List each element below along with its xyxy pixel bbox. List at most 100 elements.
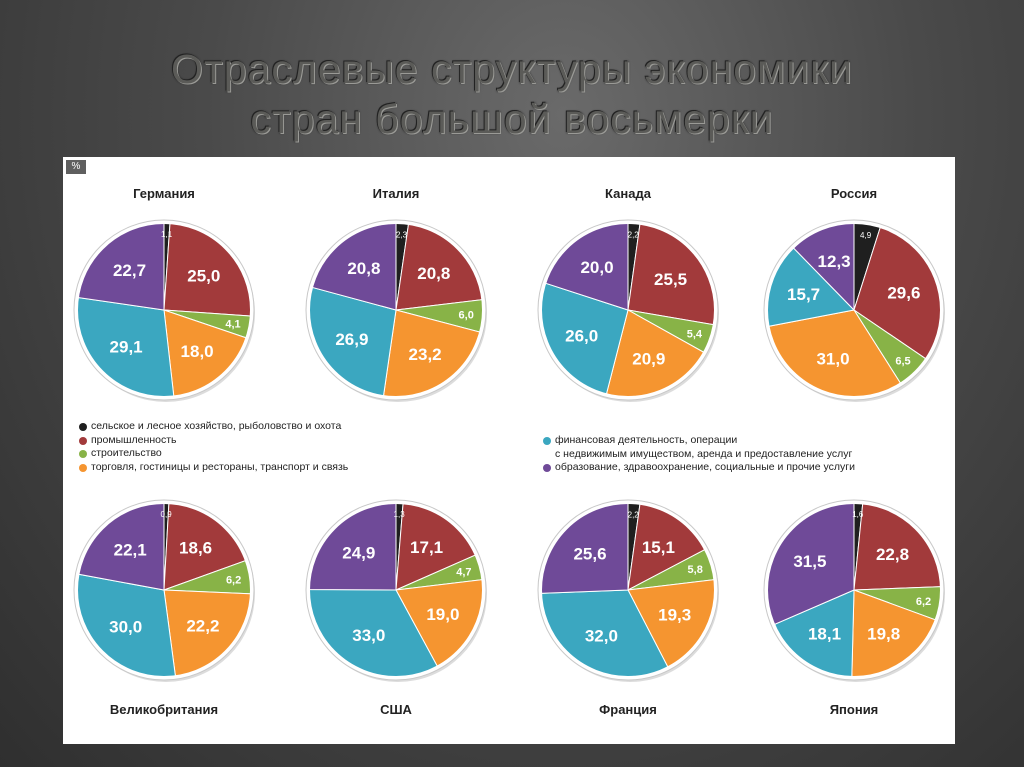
legend-swatch-construction	[79, 450, 87, 458]
country-label-russia: Россия	[830, 186, 878, 201]
pie-value-label-agri: 2,2	[628, 510, 640, 519]
pie-value-label-finance: 15,7	[787, 285, 820, 304]
pie-value-label-agri: 1,3	[394, 510, 406, 519]
pie-value-label-construction: 4,1	[225, 319, 240, 331]
legend-item-agri: сельское и лесное хозяйство, рыболовство…	[79, 420, 348, 434]
pie-value-label-trade: 19,3	[658, 606, 691, 625]
legend-item-finance: финансовая деятельность, операции с недв…	[543, 434, 855, 461]
pie-value-label-trade: 20,9	[632, 350, 665, 369]
pie-value-label-education: 20,8	[347, 259, 380, 278]
country-label-canada: Канада	[605, 186, 651, 201]
pie-value-label-agri: 2,2	[628, 230, 640, 239]
pie-russia: 4,9 29,6 6,5 31,0 15,7 12,3	[763, 219, 945, 402]
pie-germany: 1,1 25,0 4,1 18,0 29,1 22,7	[73, 219, 255, 402]
legend-label-agri: сельское и лесное хозяйство, рыболовство…	[91, 420, 342, 432]
pie-value-label-industry: 20,8	[417, 264, 450, 283]
pie-rim	[764, 220, 944, 400]
pie-rim	[538, 500, 718, 680]
legend-item-education: образование, здравоохранение, социальные…	[543, 461, 855, 475]
pie-value-label-industry: 15,1	[642, 538, 675, 557]
pie-outline	[305, 219, 487, 401]
legend-item-construction: строительство	[79, 447, 348, 461]
pie-outline	[537, 499, 719, 681]
pie-value-label-industry: 18,6	[179, 539, 212, 558]
pie-value-label-trade: 22,2	[186, 617, 219, 636]
title-line-2: стран большой восьмерки	[250, 96, 774, 142]
country-label-japan: Япония	[829, 702, 879, 717]
pie-value-label-education: 22,7	[113, 261, 146, 280]
legend-left: сельское и лесное хозяйство, рыболовство…	[79, 420, 348, 474]
pie-value-label-construction: 6,5	[895, 355, 910, 367]
percent-badge: %	[66, 160, 86, 174]
pie-value-label-trade: 18,0	[181, 342, 214, 361]
legend-swatch-agri	[79, 423, 87, 431]
legend-swatch-industry	[79, 436, 87, 445]
pie-outline	[73, 219, 255, 401]
pie-value-label-finance: 26,0	[565, 326, 598, 345]
chart-panel: % 1,1 25,0 4,1 18,0 29,1 22,7 2,3 20,8 6,0 23,2 26…	[63, 157, 955, 744]
pie-value-label-finance: 33,0	[352, 626, 385, 645]
legend-label-finance-1: финансовая деятельность, операции	[555, 434, 738, 446]
pie-value-label-trade: 19,8	[867, 625, 900, 644]
pie-value-label-finance: 29,1	[110, 338, 143, 357]
pie-outline	[763, 499, 945, 681]
legend-swatch-finance	[543, 437, 551, 445]
pie-value-label-trade: 19,0	[426, 605, 459, 624]
country-label-italy: Италия	[372, 186, 420, 201]
pie-value-label-education: 22,1	[114, 540, 147, 559]
pie-value-label-construction: 6,0	[459, 310, 474, 322]
pie-value-label-industry: 17,1	[410, 538, 443, 557]
pie-outline	[537, 219, 719, 401]
legend-item-trade: торговля, гостиницы и рестораны, транспо…	[79, 461, 348, 475]
pie-rim	[74, 500, 254, 680]
legend-label-industry: промышленность	[91, 433, 177, 446]
legend-label-education: образование, здравоохранение, социальные…	[555, 461, 855, 473]
pie-uk: 0,9 18,6 6,2 22,2 30,0 22,1	[73, 499, 255, 682]
pie-value-label-education: 20,0	[580, 258, 613, 277]
country-label-germany: Германия	[133, 186, 195, 201]
pie-outline	[73, 499, 255, 681]
legend-swatch-education	[543, 464, 551, 472]
pie-value-label-industry: 25,0	[187, 266, 220, 285]
pie-value-label-finance: 30,0	[109, 617, 142, 636]
pie-rim	[764, 500, 944, 680]
country-label-uk: Великобритания	[109, 702, 219, 717]
pie-italy: 2,3 20,8 6,0 23,2 26,9 20,8	[305, 219, 487, 402]
pie-rim	[538, 220, 718, 400]
pie-value-label-trade: 31,0	[816, 349, 849, 368]
pie-usa: 1,3 17,1 4,7 19,0 33,0 24,9	[305, 499, 487, 682]
pie-value-label-agri: 4,9	[860, 231, 872, 240]
pie-value-label-industry: 25,5	[654, 270, 687, 289]
pie-value-label-agri: 1,6	[852, 510, 864, 519]
pie-value-label-finance: 32,0	[585, 627, 618, 646]
legend-label-trade: торговля, гостиницы и рестораны, транспо…	[91, 460, 349, 473]
pie-value-label-agri: 1,1	[161, 230, 173, 239]
pie-value-label-education: 24,9	[342, 544, 375, 563]
pie-outline	[305, 499, 487, 681]
pie-value-label-education: 25,6	[573, 544, 606, 563]
country-label-usa: США	[380, 702, 412, 717]
legend-item-industry: промышленность	[79, 434, 348, 448]
pie-charts-svg: 1,1 25,0 4,1 18,0 29,1 22,7 2,3 20,8 6,0 23,2 26,9…	[73, 219, 945, 682]
pie-france: 2,2 15,1 5,8 19,3 32,0 25,6	[537, 499, 719, 682]
pie-canada: 2,2 25,5 5,4 20,9 26,0 20,0	[537, 219, 719, 402]
legend-swatch-trade	[79, 463, 87, 472]
pie-value-label-education: 12,3	[818, 252, 851, 271]
pie-japan: 1,6 22,8 6,2 19,8 18,1 31,5	[763, 499, 945, 682]
slide-title: Отраслевые структуры экономики стран бол…	[0, 44, 1024, 144]
pie-value-label-construction: 6,2	[226, 574, 241, 586]
pie-value-label-construction: 5,8	[688, 564, 703, 576]
pie-value-label-agri: 2,3	[396, 230, 408, 239]
pie-outline	[763, 219, 945, 401]
legend-label-construction: строительство	[91, 447, 162, 459]
title-line-1: Отраслевые структуры экономики	[171, 46, 853, 92]
pie-rim	[306, 220, 486, 400]
pie-value-label-construction: 4,7	[456, 566, 471, 578]
pie-value-label-trade: 23,2	[409, 345, 442, 364]
pie-rim	[306, 500, 486, 680]
legend-label-finance-2: с недвижимым имуществом, аренда и предос…	[555, 447, 853, 460]
pie-value-label-finance: 26,9	[335, 330, 368, 349]
pie-value-label-industry: 29,6	[887, 284, 920, 303]
pie-rim	[74, 220, 254, 400]
pie-value-label-finance: 18,1	[808, 625, 841, 644]
